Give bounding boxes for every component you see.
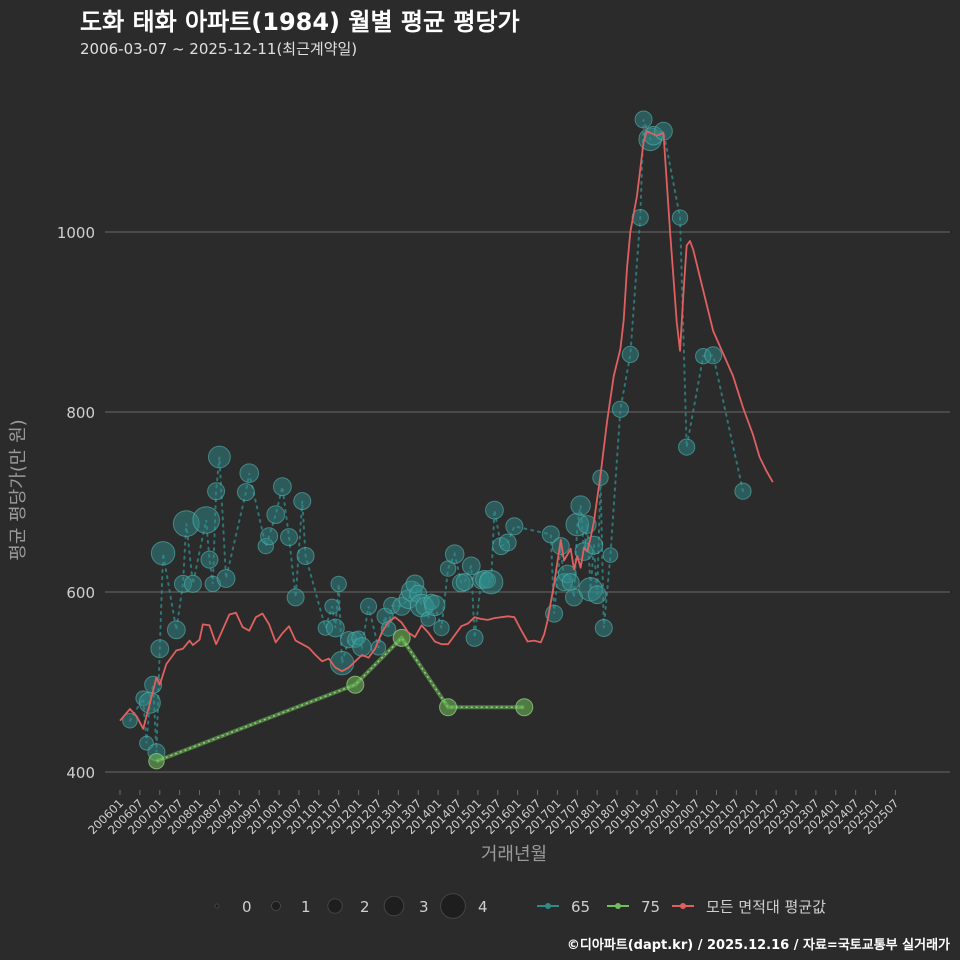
series-65-point [296,547,315,565]
legend-size-marker [327,898,343,914]
y-tick-label: 400 [66,764,95,782]
series-65-point [602,547,619,563]
series-65-point [260,527,279,546]
series-65-point [704,346,723,365]
legend-size-label: 2 [360,898,370,916]
series-65-point [324,598,340,615]
series-65-point [444,544,465,565]
legend-series-marker [680,903,686,909]
series-65-point [293,492,312,511]
series-65-point [455,573,474,592]
y-tick-label: 800 [66,404,95,422]
series-65-point [634,110,653,129]
series-65-point [325,618,345,638]
legend-series-marker [615,903,621,909]
series-65-point [150,541,176,566]
y-axis-ticks: 400 600 800 1000 [57,224,95,782]
legend-size-label: 0 [242,898,252,916]
legend-series-label: 65 [571,898,590,916]
series-65-point [166,620,186,640]
series-75-point [346,675,365,694]
series-65-point [424,594,446,617]
series-75-point [439,698,458,717]
series-65-point [239,463,260,484]
page-subtitle: 2006-03-07 ~ 2025-12-11(최근계약일) [80,40,358,58]
y-axis-label: 평균 평당가(만 원) [8,419,29,560]
series-65-path [128,119,744,753]
series-65-point [541,525,560,544]
series-75-point [148,753,165,770]
page-title: 도화 태화 아파트(1984) 월별 평균 평당가 [80,8,520,36]
footer-credit: ©디아파트(dapt.kr) / 2025.12.16 / 자료=국토교통부 실… [566,938,950,953]
series-65-point [621,345,639,363]
series-65-point [734,482,752,500]
series-65-point [216,569,236,588]
series-65-point [183,574,202,593]
series-65-point [433,619,450,637]
series-average [119,130,774,730]
series-65-point [671,209,689,226]
legend-size-marker [270,900,282,912]
series-65 [122,110,752,762]
series-65-point [236,483,255,502]
legend-size-label: 1 [301,898,311,916]
series-65-point [286,588,305,607]
series-65-point [207,482,226,501]
legend-size-marker [214,903,220,909]
series-65-point [611,400,629,418]
series-65-point [280,528,299,547]
series-65-point [266,505,286,524]
x-axis-label: 거래년월 [481,844,547,865]
series-65-point [505,517,524,536]
series-65-point [200,550,219,569]
series-65-point [359,597,378,616]
series-65-point [551,537,570,556]
series-65-point [594,619,613,637]
series-65-point [570,495,591,516]
series-75 [148,628,534,770]
legend-size-label: 3 [419,898,429,916]
series-65-point [330,575,347,593]
series-65-point [561,573,580,592]
series-65-point [478,569,504,595]
series-average-line [119,130,774,730]
series-75-point [515,698,534,717]
grid-lines [105,231,950,773]
legend-size-label: 4 [478,898,488,916]
series-75-point [392,628,411,647]
series-65-point [192,506,220,534]
x-axis-ticks: 2006012006072007012007072008012008072009… [85,790,902,837]
legend-size-marker [440,893,466,919]
series-65-point [485,500,504,520]
legend-series-label: 75 [641,898,660,916]
series-65-point [122,712,138,729]
series-65-point [465,628,484,647]
series-65-point [678,438,696,456]
series-65-point [150,639,170,659]
series-65-point [587,585,607,605]
legend-series-marker [545,903,551,909]
legend-series-label: 모든 면적대 평균값 [706,898,826,916]
legend-size-marker [383,895,405,917]
series-65-point [498,533,517,552]
series-65-point [208,445,231,469]
series-65-point [352,637,372,657]
series-65-point [272,477,292,497]
series-65-point [461,556,481,576]
y-tick-label: 600 [66,584,95,602]
legend: 0 1 2 3 4 65 75 모든 면적대 평균값 [214,893,826,919]
y-tick-label: 1000 [57,224,95,242]
